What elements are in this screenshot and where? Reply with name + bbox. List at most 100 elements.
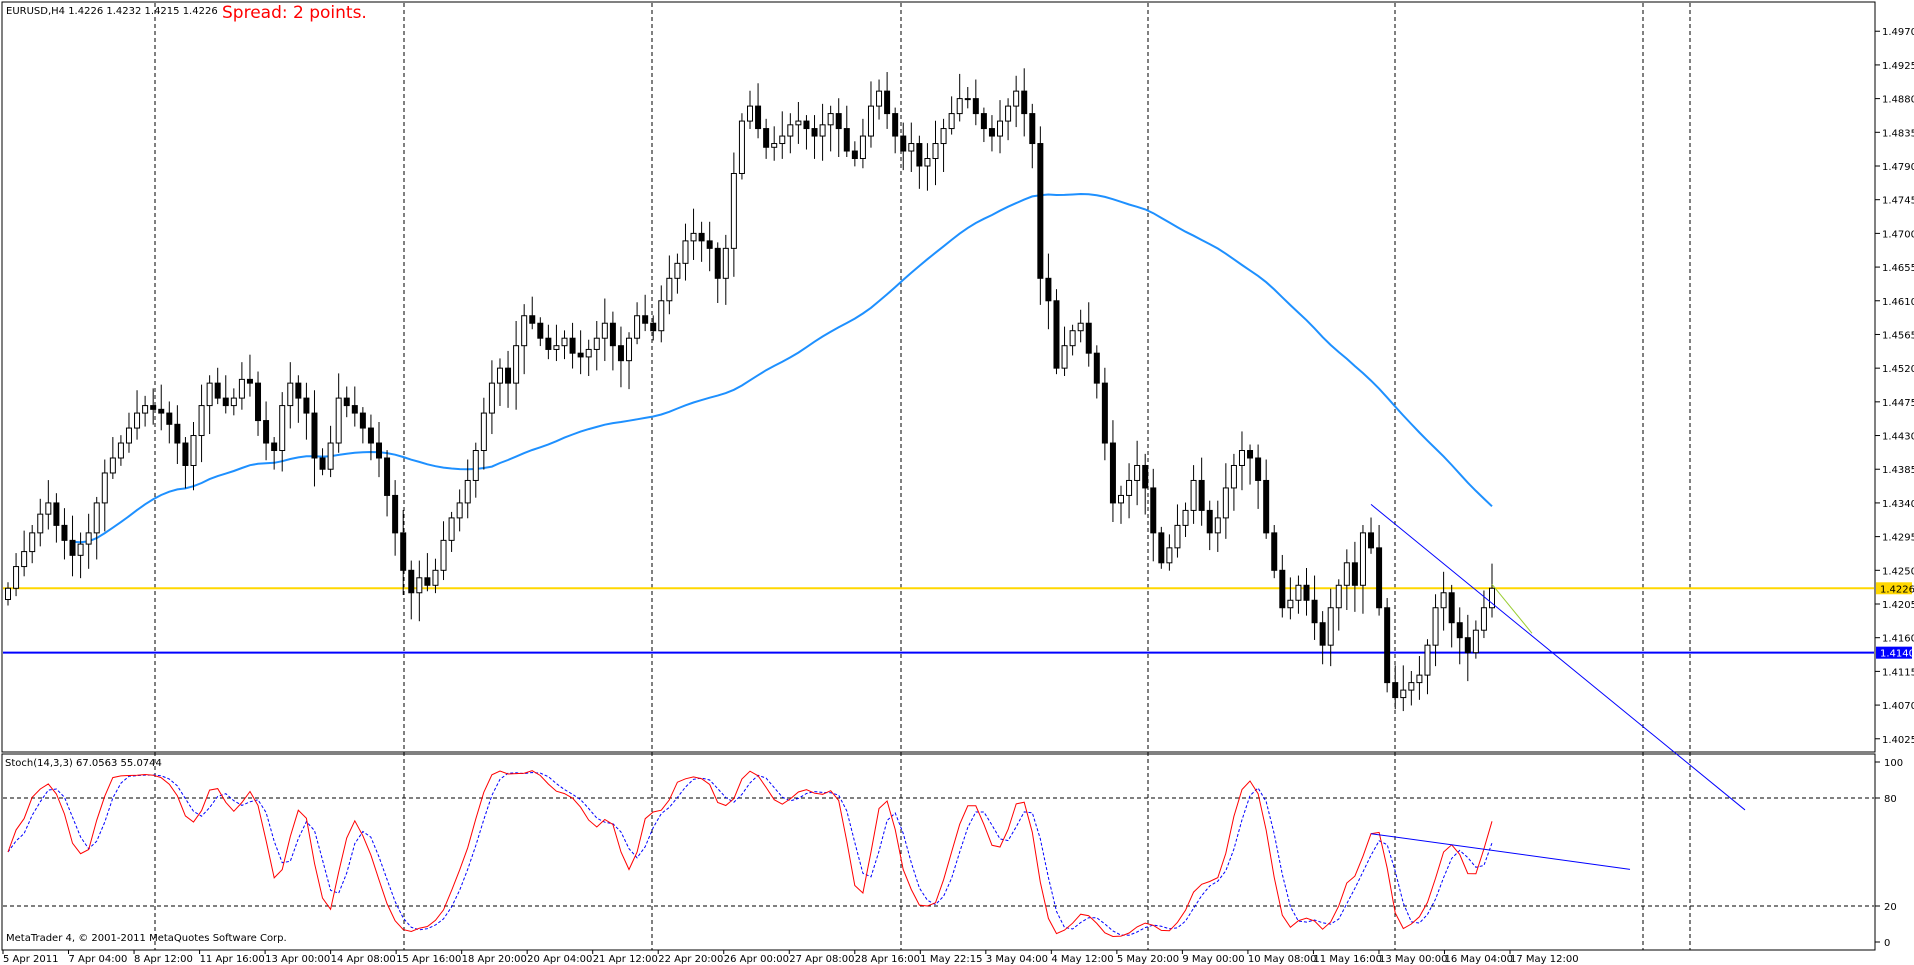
bull-candle [1400,689,1407,699]
bear-candle [1109,442,1116,504]
stoch-tick-label: 100 [1884,758,1903,769]
bear-candle [1311,599,1318,624]
bull-candle [626,337,633,362]
bear-candle [222,397,229,407]
bull-candle [5,587,11,601]
bear-candle [295,382,302,399]
bull-candle [1230,464,1237,489]
bull-candle [1408,682,1415,691]
bull-candle [593,337,600,350]
bear-candle [424,577,431,586]
spread-text: Spread: 2 points. [222,3,367,23]
bull-candle [335,397,342,444]
bear-candle [835,113,842,130]
bear-candle [763,128,770,148]
bull-candle [29,532,36,553]
bull-candle [21,551,28,568]
bear-candle [1319,622,1326,646]
bull-candle [948,113,955,130]
bull-candle [1416,674,1423,684]
bull-candle [924,158,931,167]
bear-candle [537,322,544,339]
bear-candle [916,143,923,167]
bear-candle [1279,569,1286,609]
bull-candle [1174,524,1181,549]
time-tick-label: 7 Apr 04:00 [69,954,128,965]
bull-candle [117,442,124,459]
price-tick-label: 1.4475 [1882,398,1914,409]
price-tick-label: 1.4700 [1882,229,1914,240]
bull-candle [1238,450,1245,466]
time-tick-label: 9 May 00:00 [1182,954,1244,965]
bull-candle [448,517,455,541]
bear-candle [376,442,382,459]
bull-candle [771,143,778,148]
price-tick-label: 1.4160 [1882,634,1914,645]
bear-candle [1206,509,1213,534]
price-tick-label: 1.4655 [1882,263,1914,274]
stoch-trendline [1370,833,1631,870]
bear-candle [851,150,858,160]
time-tick-label: 5 May 20:00 [1117,954,1179,965]
bear-candle [980,113,987,130]
bear-candle [706,240,713,249]
bear-candle [311,412,318,459]
bear-candle [617,345,624,362]
bull-candle [722,247,729,279]
main-chart-frame [1,1,1876,753]
bear-candle [1198,479,1205,511]
bear-candle [650,322,657,332]
bear-candle [384,457,391,496]
bear-candle [900,135,907,152]
yellow-price-label-bg [1876,582,1912,595]
price-tick-label: 1.4835 [1882,128,1914,139]
bull-candle [561,337,568,347]
bear-candle [182,442,189,466]
bear-candle [577,352,584,358]
bull-candle [1134,464,1141,481]
price-tick-label: 1.4340 [1882,499,1914,510]
bear-candle [1101,382,1108,444]
bear-candle [271,442,278,452]
bull-candle [456,502,463,519]
bear-candle [1053,300,1060,369]
time-tick-label: 18 Apr 20:00 [462,954,527,965]
bear-candle [166,412,173,425]
blue-price-label: 1.4140 [1880,649,1914,660]
time-tick-label: 21 Apr 12:00 [593,954,658,965]
bear-candle [303,397,310,414]
time-tick-label: 11 May 16:00 [1313,954,1382,965]
bull-candle [1126,479,1133,496]
bear-candle [1142,464,1149,489]
bear-candle [61,524,68,541]
bear-candle [811,128,818,137]
bull-candle [553,345,560,350]
price-tick-label: 1.4520 [1882,364,1914,375]
price-trendline [1370,504,1746,811]
bull-candle [142,405,149,414]
bull-candle [416,577,423,594]
bull-candle [1214,517,1221,534]
blue-price-label-bg [1876,646,1912,659]
bear-candle [714,247,721,279]
bear-candle [69,539,76,556]
bull-candle [37,513,44,534]
bull-candle [1489,587,1495,609]
price-tick-label: 1.4070 [1882,701,1914,712]
bull-candle [1166,547,1173,564]
bull-candle [230,397,237,407]
symbol-info: EURUSD,H4 1.4226 1.4232 1.4215 1.4226 [6,6,218,17]
bull-candle [190,435,197,466]
bear-candle [1351,562,1358,586]
price-tick-label: 1.4565 [1882,330,1914,341]
bull-candle [287,382,294,407]
bear-candle [972,98,979,115]
bull-candle [787,124,794,137]
bear-candle [545,337,552,350]
stoch-label: Stoch(14,3,3) 67.0563 55.0744 [5,758,162,769]
stoch-tick-label: 20 [1884,902,1897,913]
bear-candle [408,569,415,594]
bull-candle [940,128,947,145]
bear-candle [529,315,536,324]
bear-candle [392,494,399,534]
